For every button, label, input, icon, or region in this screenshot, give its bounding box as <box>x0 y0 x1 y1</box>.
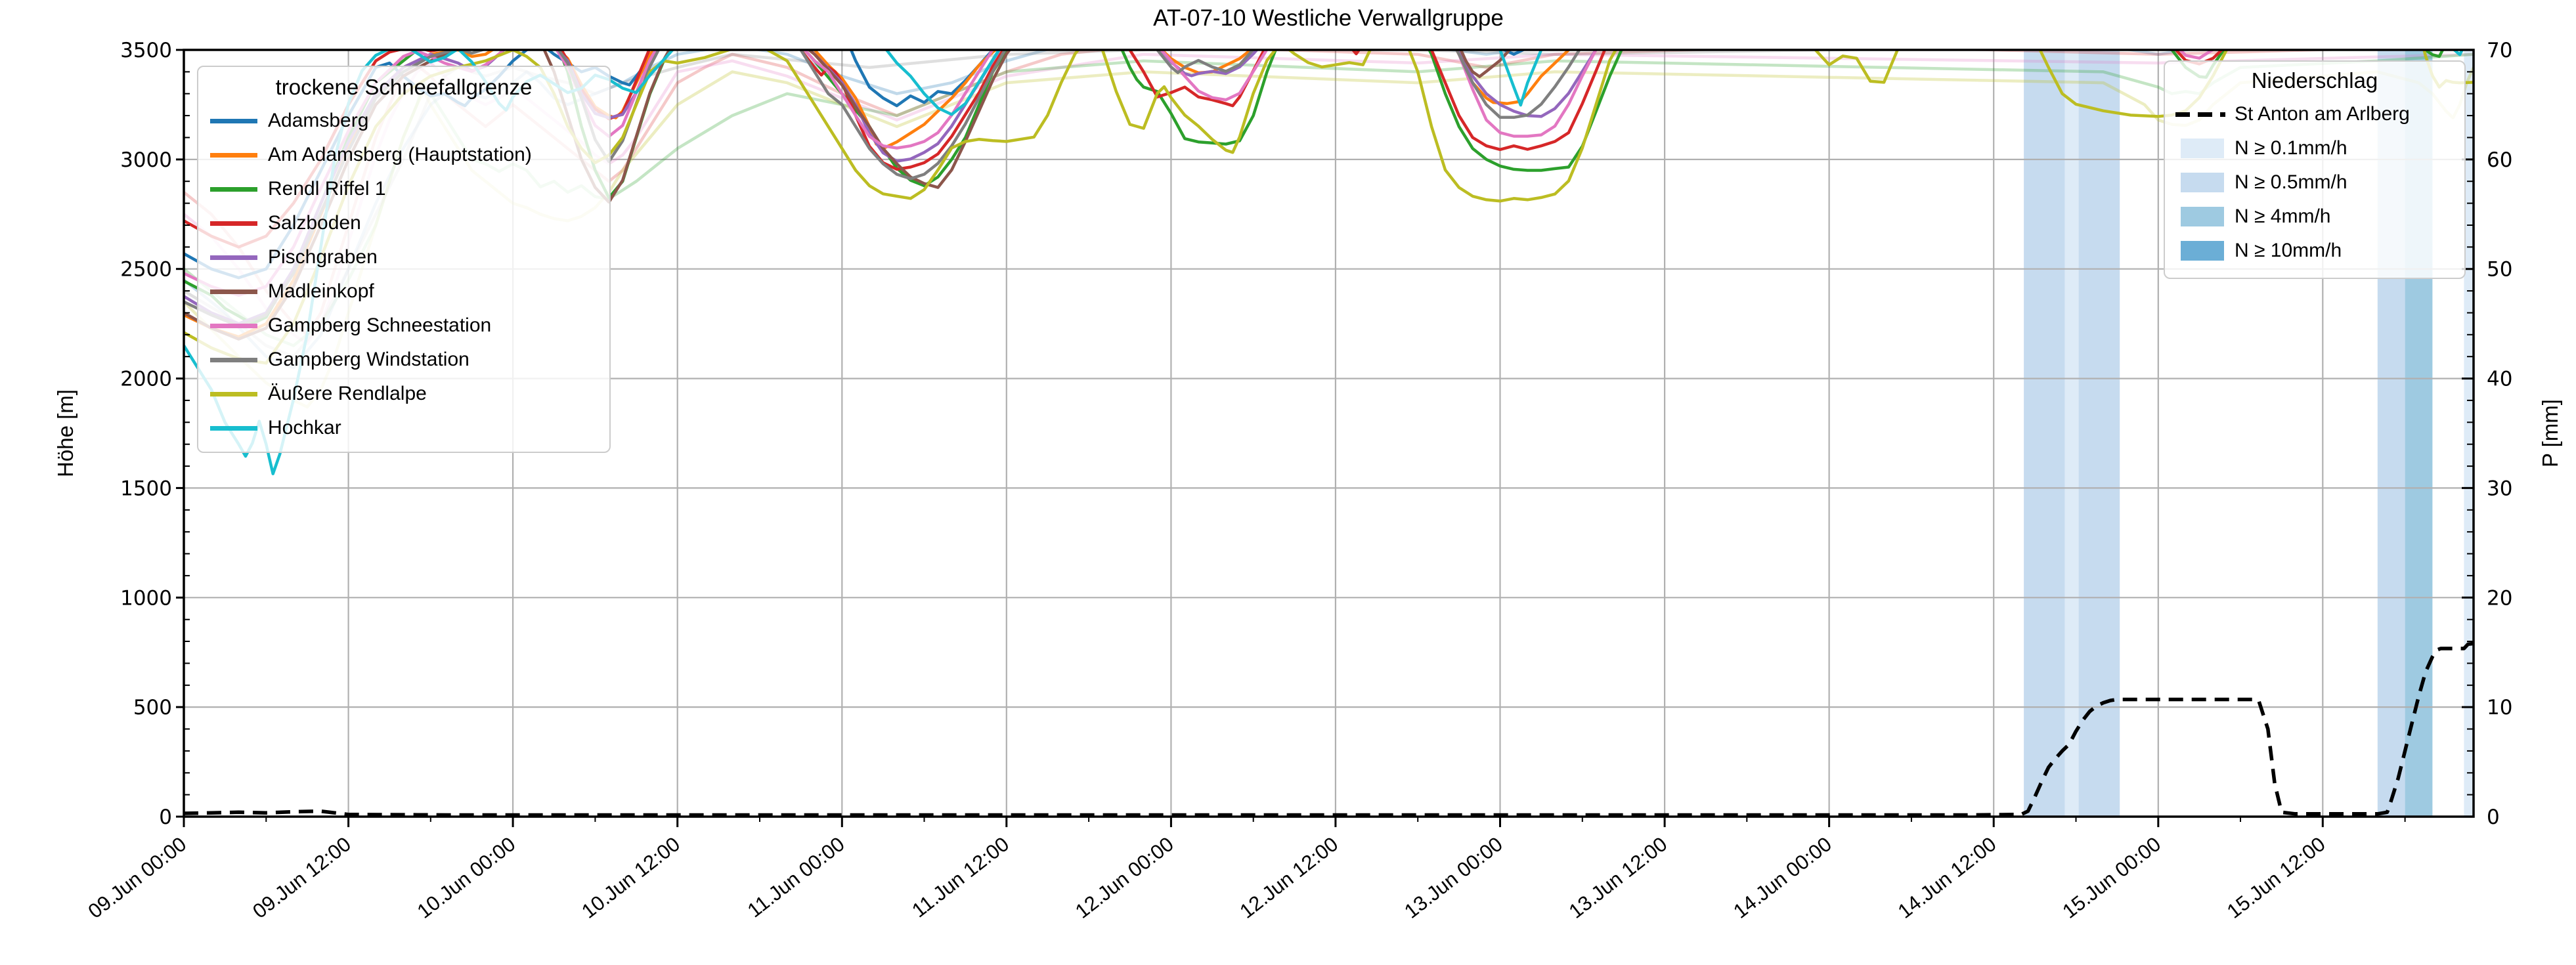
line-color-sample <box>210 255 257 260</box>
y-tick-label: 2000 <box>120 368 172 391</box>
legend-item-pischgraben: Pischgraben <box>198 240 609 274</box>
y-tick-label: 20 <box>2487 586 2512 610</box>
precip-band <box>2064 50 2079 817</box>
legend-item-label: Gampberg Schneestation <box>268 314 492 336</box>
line-color-sample <box>210 425 257 431</box>
legend-item-n-10: N ≥ 10mm/h <box>2165 234 2464 268</box>
legend-item-label: Am Adamsberg (Hauptstation) <box>268 144 532 165</box>
line-color-sample <box>210 186 257 192</box>
band-color-patch <box>2181 207 2224 226</box>
y-tick-label: 70 <box>2487 39 2512 62</box>
legend-item-n-01: N ≥ 0.1mm/h <box>2165 131 2464 165</box>
x-tick-label: 15.Jun 00:00 <box>2058 832 2165 923</box>
legend-item-n-4: N ≥ 4mm/h <box>2165 200 2464 234</box>
x-tick-label: 12.Jun 12:00 <box>1235 832 1342 923</box>
legend-item-label: Rendl Riffel 1 <box>268 178 386 200</box>
y-tick-label: 50 <box>2487 258 2512 282</box>
y-tick-label: 10 <box>2487 696 2512 719</box>
legend-item-adamsberg: Adamsberg <box>198 104 609 138</box>
legend-item-station-line: St Anton am Arlberg <box>2165 97 2464 131</box>
precip-band <box>2464 50 2474 817</box>
legend-item-label: N ≥ 0.5mm/h <box>2235 171 2347 193</box>
x-tick-labels: 09.Jun 00:00 09.Jun 12:00 10.Jun 00:00 10.J… <box>83 832 2329 923</box>
x-tick-label: 14.Jun 12:00 <box>1894 832 2001 923</box>
y-tick-labels-left: 0 500 1000 1500 2000 2500 3000 3500 <box>120 39 172 829</box>
legend-item-label: St Anton am Arlberg <box>2235 103 2410 125</box>
y-tick-label: 1500 <box>120 477 172 500</box>
legend-item-label: N ≥ 10mm/h <box>2235 240 2342 261</box>
legend-item-label: Äußere Rendlalpe <box>268 383 427 404</box>
precip-band <box>2078 50 2120 817</box>
series-line-pischgraben <box>184 50 1598 326</box>
legend-item-label: Gampberg Windstation <box>268 349 469 370</box>
precip-band <box>2024 50 2065 817</box>
legend-item-label: N ≥ 4mm/h <box>2235 205 2331 227</box>
x-tick-label: 10.Jun 12:00 <box>577 832 684 923</box>
x-tick-label: 10.Jun 00:00 <box>413 832 520 923</box>
band-color-patch <box>2181 241 2224 261</box>
series-line-aeussere-rendlalpe <box>184 50 2474 365</box>
legend-item-label: N ≥ 0.1mm/h <box>2235 137 2347 159</box>
legend-snowfall-items: Adamsberg Am Adamsberg (Hauptstation) Rend… <box>198 104 609 445</box>
legend-precipitation: Niederschlag St Anton am Arlberg N ≥ 0.1… <box>2164 60 2466 279</box>
y-tick-label: 30 <box>2487 477 2512 500</box>
line-color-sample <box>210 357 257 362</box>
legend-item-rendl-riffel-1: Rendl Riffel 1 <box>198 172 609 206</box>
series-line-am-adamsberg-hauptstation <box>184 50 1571 339</box>
line-color-sample <box>210 391 257 397</box>
line-color-sample <box>210 221 257 226</box>
legend-item-hochkar: Hochkar <box>198 411 609 445</box>
y-tick-label: 60 <box>2487 148 2512 172</box>
legend-item-label: Hochkar <box>268 417 341 439</box>
x-tick-label: 15.Jun 12:00 <box>2223 832 2330 923</box>
legend-item-aeussere-rendlalpe: Äußere Rendlalpe <box>198 377 609 411</box>
line-color-sample <box>210 152 257 158</box>
legend-item-label: Adamsberg <box>268 110 369 131</box>
legend-snowfall-title: trockene Schneefallgrenze <box>275 75 533 99</box>
legend-snowfall-line: trockene Schneefallgrenze Adamsberg Am Ad… <box>197 66 611 453</box>
precip-line-st-anton <box>184 641 2474 817</box>
y-tick-label: 40 <box>2487 368 2512 391</box>
tick-marks <box>176 49 2474 827</box>
legend-item-label: Pischgraben <box>268 246 378 268</box>
y-tick-labels-right: 0 10 20 30 40 50 60 70 <box>2487 39 2512 829</box>
legend-item-gampberg-windstation: Gampberg Windstation <box>198 343 609 377</box>
y-tick-label: 0 <box>2487 805 2500 829</box>
x-tick-label: 11.Jun 00:00 <box>743 832 849 922</box>
series-line-salzboden <box>184 50 2224 249</box>
y-tick-label: 1000 <box>120 586 172 610</box>
line-color-sample <box>210 289 257 294</box>
legend-item-label: Madleinkopf <box>268 280 374 302</box>
legend-item-madleinkopf: Madleinkopf <box>198 274 609 309</box>
line-color-sample <box>210 118 257 123</box>
chart-title: AT-07-10 Westliche Verwallgruppe <box>1153 5 1504 31</box>
legend-item-am-adamsberg-hauptstation: Am Adamsberg (Hauptstation) <box>198 138 609 172</box>
dashed-line-sample <box>2175 112 2225 117</box>
x-tick-label: 13.Jun 12:00 <box>1565 832 1672 923</box>
x-tick-label: 09.Jun 00:00 <box>83 832 190 923</box>
legend-item-gampberg-schneestation: Gampberg Schneestation <box>198 309 609 343</box>
x-tick-label: 12.Jun 00:00 <box>1071 832 1178 923</box>
y-tick-label: 3500 <box>120 39 172 62</box>
y-tick-label: 3000 <box>120 148 172 172</box>
band-color-patch <box>2181 139 2224 158</box>
band-color-patch <box>2181 173 2224 192</box>
y-tick-label: 500 <box>133 696 172 719</box>
x-tick-label: 13.Jun 00:00 <box>1400 832 1507 923</box>
legend-item-salzboden: Salzboden <box>198 206 609 240</box>
legend-precip-items: N ≥ 0.1mm/h N ≥ 0.5mm/h N ≥ 4mm/h N ≥ 10mm/… <box>2165 131 2464 268</box>
legend-precip-title: Niederschlag <box>2251 68 2378 93</box>
x-tick-label: 11.Jun 12:00 <box>907 832 1013 922</box>
legend-item-label: Salzboden <box>268 212 361 234</box>
x-tick-label: 14.Jun 00:00 <box>1729 832 1836 923</box>
y-tick-label: 0 <box>159 805 172 829</box>
line-color-sample <box>210 323 257 328</box>
x-tick-label: 09.Jun 12:00 <box>248 832 355 923</box>
axes-spines <box>183 49 2475 818</box>
y-tick-label: 2500 <box>120 258 172 282</box>
legend-item-n-05: N ≥ 0.5mm/h <box>2165 165 2464 200</box>
